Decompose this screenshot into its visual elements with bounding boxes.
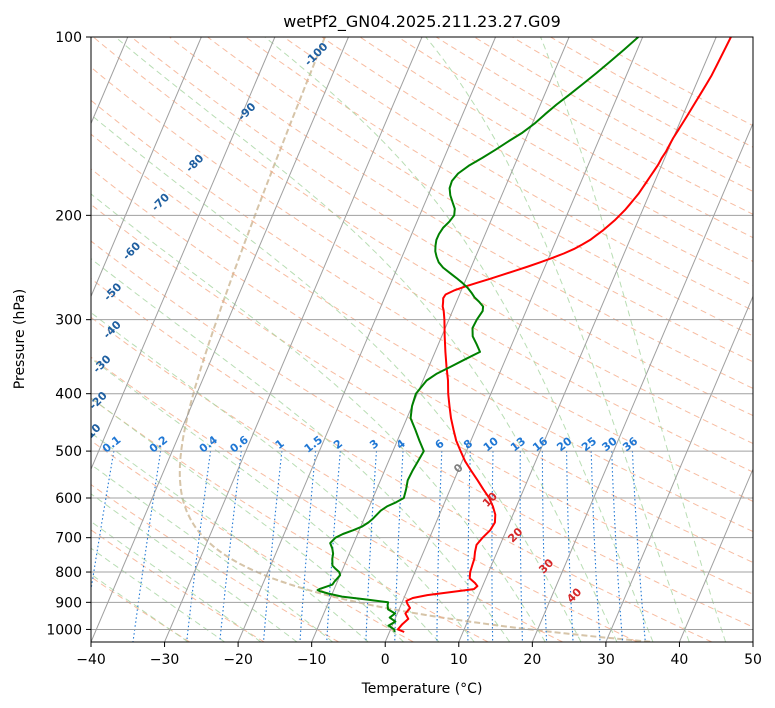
y-tick-label: 600 bbox=[55, 491, 82, 507]
mixing-ratio-line bbox=[365, 451, 378, 642]
isotherm-line bbox=[91, 37, 276, 471]
dry-adiabat-line bbox=[91, 240, 753, 628]
mixing-ratio-line bbox=[519, 451, 524, 642]
y-tick-label: 100 bbox=[55, 30, 82, 46]
dry-adiabat-line bbox=[91, 483, 340, 642]
isotherm-line bbox=[531, 122, 753, 642]
dry-adiabat-line bbox=[91, 168, 753, 563]
dry-adiabat-line bbox=[474, 37, 753, 193]
y-tick-label: 700 bbox=[55, 531, 82, 547]
dry-adiabat-line bbox=[550, 37, 753, 148]
y-tick-label: 500 bbox=[55, 444, 82, 460]
x-tick-label: 40 bbox=[671, 652, 689, 668]
y-tick-label: 200 bbox=[55, 208, 82, 224]
isotherm-line bbox=[311, 37, 570, 642]
isotherm-line bbox=[605, 295, 753, 642]
mixing-ratio-line bbox=[541, 451, 548, 642]
dry-adiabat-line bbox=[91, 133, 753, 533]
mixing-ratio-line bbox=[590, 451, 601, 642]
moist-adiabat-line bbox=[264, 37, 654, 642]
moist-adiabat-line bbox=[91, 547, 225, 642]
temperature-profile-line bbox=[396, 37, 732, 633]
x-tick-label: 30 bbox=[597, 652, 615, 668]
y-tick-label: 800 bbox=[55, 565, 82, 581]
dry-adiabat-line bbox=[91, 66, 753, 473]
mixing-ratio-line bbox=[611, 451, 624, 642]
y-tick-label: 300 bbox=[55, 313, 82, 329]
guide-curve bbox=[178, 37, 653, 642]
dry-adiabat-line bbox=[131, 37, 753, 417]
moist-adiabat-line bbox=[91, 357, 440, 642]
plot-area: 0.1 0.2 0.4 0.6 1 1.5 2 3 4 6 8 10 13 16 20 25 30 36-100-… bbox=[91, 37, 753, 642]
chart-title: wetPf2_GN04.2025.211.23.27.G09 bbox=[283, 12, 561, 32]
moist-adiabat-line bbox=[91, 258, 511, 642]
y-tick-label: 900 bbox=[55, 595, 82, 611]
x-tick-label: 10 bbox=[450, 652, 468, 668]
dry-adiabat-line bbox=[91, 356, 563, 642]
dry-adiabat-line bbox=[92, 37, 753, 445]
y-tick-label: 1000 bbox=[46, 622, 82, 638]
dry-adiabat-line bbox=[397, 37, 753, 239]
isotherm-line bbox=[384, 37, 644, 642]
moist-adiabat-line bbox=[91, 573, 189, 642]
moist-adiabat-line bbox=[91, 463, 334, 642]
moist-adiabat-line bbox=[91, 493, 298, 642]
dry-adiabat-line bbox=[91, 316, 638, 642]
mixing-ratio-line bbox=[262, 451, 283, 642]
mixing-ratio-line bbox=[132, 451, 162, 642]
mixing-ratio-line bbox=[299, 451, 317, 642]
y-axis-title: Pressure (hPa) bbox=[12, 289, 28, 389]
mixing-ratio-line bbox=[566, 451, 574, 642]
moist-adiabat-line bbox=[91, 520, 262, 642]
dry-adiabat-line bbox=[512, 37, 753, 170]
isotherm-line bbox=[237, 37, 497, 642]
moist-adiabat-line bbox=[91, 311, 475, 642]
moist-adiabat-line bbox=[115, 37, 618, 642]
plot-frame bbox=[90, 36, 754, 643]
mixing-ratio-line bbox=[436, 451, 443, 642]
y-tick-label: 400 bbox=[55, 387, 82, 403]
mixing-ratio-line bbox=[219, 451, 242, 642]
dewpoint-profile-line bbox=[316, 37, 639, 633]
x-tick-label: −10 bbox=[297, 652, 327, 668]
x-tick-label: 50 bbox=[744, 652, 762, 668]
dry-adiabat-line bbox=[169, 37, 753, 389]
x-tick-label: 20 bbox=[523, 652, 541, 668]
moist-adiabat-line bbox=[540, 37, 727, 642]
isotherm-line bbox=[678, 467, 753, 642]
moist-adiabat-line bbox=[91, 193, 546, 642]
isotherm-line bbox=[91, 37, 202, 298]
x-axis-title: Temperature (°C) bbox=[361, 681, 483, 697]
isotherm-line bbox=[164, 37, 423, 642]
x-tick-label: 0 bbox=[381, 652, 390, 668]
mixing-ratio-line bbox=[467, 451, 471, 642]
moist-adiabat-line bbox=[425, 37, 690, 642]
x-tick-label: −40 bbox=[76, 652, 106, 668]
x-tick-label: −20 bbox=[223, 652, 253, 668]
x-tick-label: −30 bbox=[150, 652, 180, 668]
moist-adiabat-line bbox=[91, 397, 404, 642]
mixing-ratio-line bbox=[186, 451, 212, 642]
mixing-ratio-line bbox=[394, 451, 404, 642]
isotherm-line bbox=[91, 37, 349, 642]
moist-adiabat-line bbox=[91, 432, 369, 642]
dry-adiabat-line bbox=[435, 37, 753, 215]
